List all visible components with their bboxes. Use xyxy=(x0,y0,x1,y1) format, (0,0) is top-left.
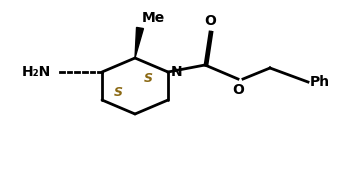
Text: O: O xyxy=(204,14,216,28)
Polygon shape xyxy=(135,27,144,58)
Text: H₂N: H₂N xyxy=(22,65,51,79)
Text: S: S xyxy=(113,86,122,100)
Text: Ph: Ph xyxy=(310,75,330,89)
Text: S: S xyxy=(144,72,152,85)
Text: Me: Me xyxy=(142,11,165,25)
Text: N: N xyxy=(171,65,183,79)
Text: O: O xyxy=(232,83,244,97)
